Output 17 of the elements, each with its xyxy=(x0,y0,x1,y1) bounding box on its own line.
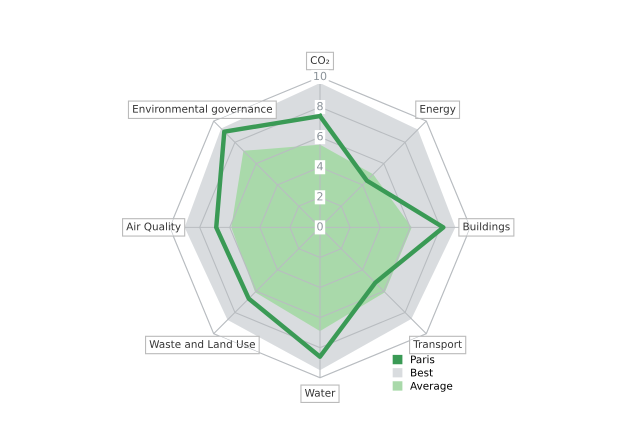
spoke-label: Transport xyxy=(413,340,462,350)
spoke-label: Waste and Land Use xyxy=(150,340,255,348)
spoke-label: Energy xyxy=(420,105,456,115)
y-tick-label: 6 xyxy=(317,132,323,140)
y-tick-label: 2 xyxy=(317,192,322,200)
spoke-label: CO₂ xyxy=(310,56,330,64)
y-tick-label: 10 xyxy=(314,72,326,80)
legend-label: Best xyxy=(411,368,433,377)
y-tick-label: 8 xyxy=(317,102,323,110)
y-tick-label: 4 xyxy=(317,162,323,170)
legend-label: Paris xyxy=(411,355,434,364)
spoke-label: Water xyxy=(304,389,336,397)
spoke-label: Air Quality xyxy=(126,222,181,232)
y-tick-label: 0 xyxy=(317,222,323,231)
legend-label: Average xyxy=(410,382,452,392)
spoke-label: Buildings xyxy=(464,222,510,232)
spoke-label: Environmental governance xyxy=(133,104,272,115)
